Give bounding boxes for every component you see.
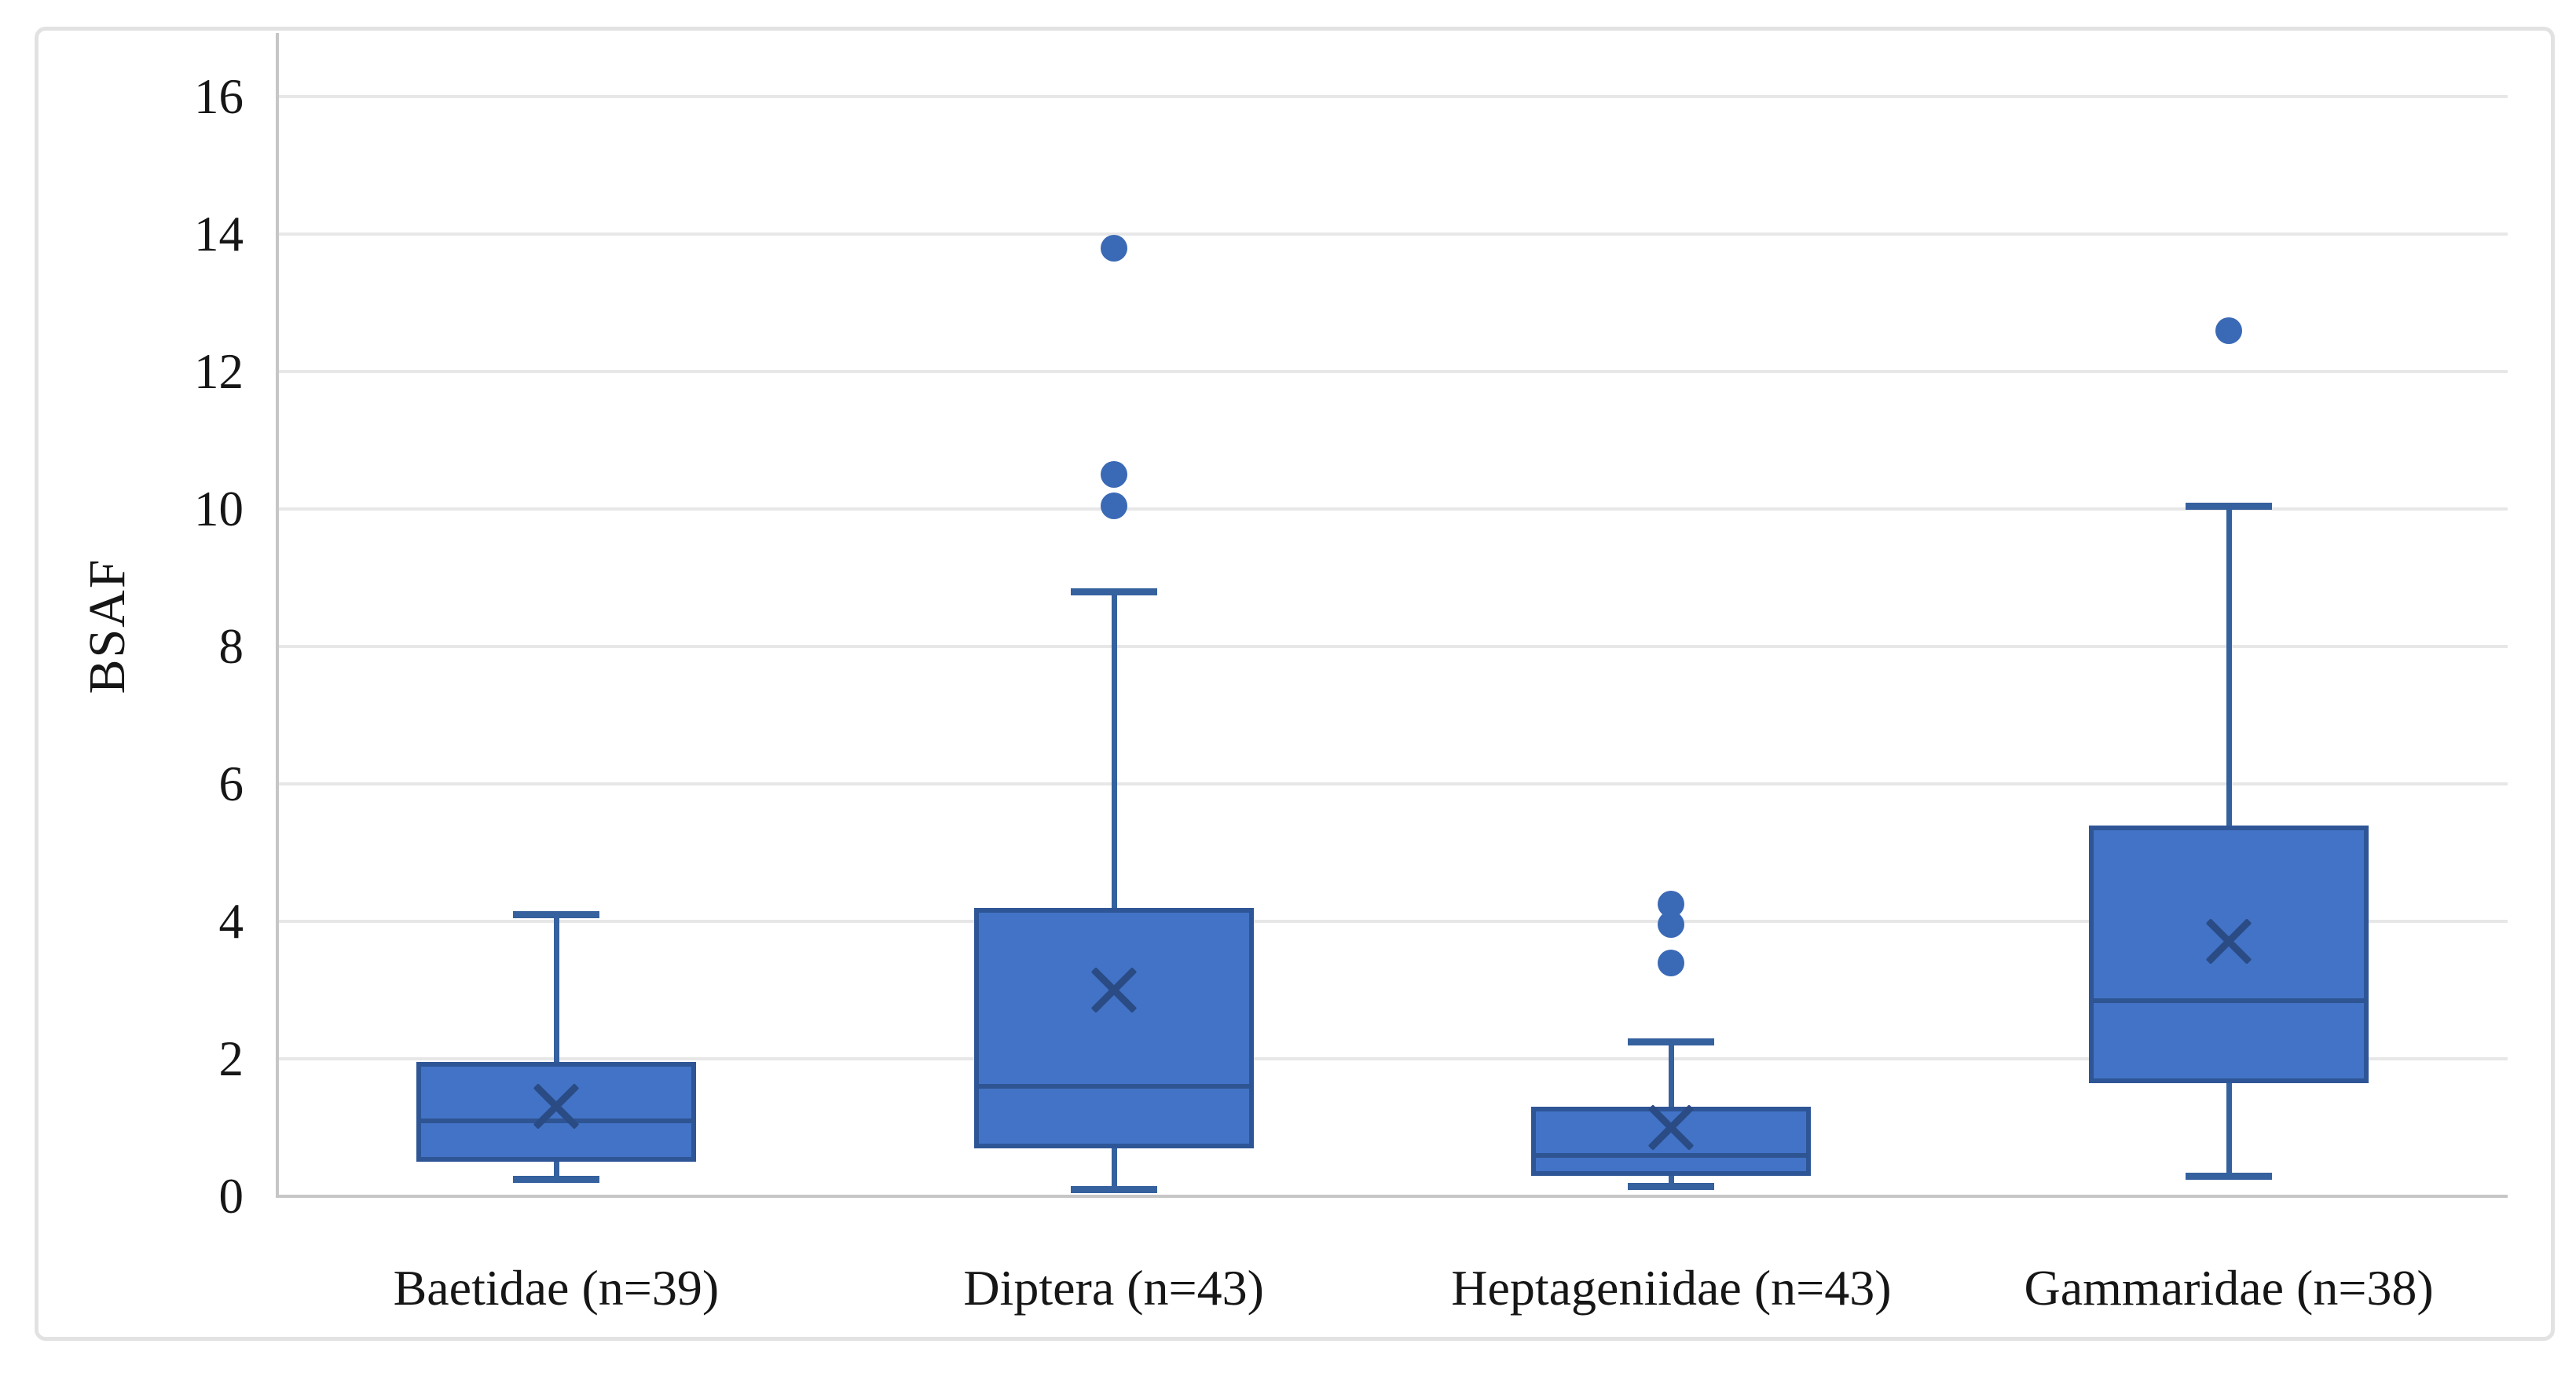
figure-border [35, 27, 2555, 1341]
gridline [277, 507, 2508, 511]
lower-whisker-cap [2186, 1172, 2273, 1180]
x-category-label: Diptera (n=43) [963, 1260, 1264, 1316]
y-tick-label: 12 [194, 344, 244, 399]
gridline [277, 645, 2508, 648]
upper-whisker-line [1669, 1042, 1675, 1108]
iqr-box [2089, 825, 2369, 1083]
y-tick-label: 14 [194, 207, 244, 262]
outlier-point [1100, 234, 1127, 262]
y-tick-label: 2 [218, 1031, 244, 1086]
y-tick-label: 16 [194, 69, 244, 124]
lower-whisker-cap [1628, 1182, 1715, 1190]
lower-whisker-line [1111, 1148, 1117, 1190]
y-tick-label: 8 [218, 619, 244, 674]
lower-whisker-cap [512, 1176, 599, 1184]
gridline [277, 95, 2508, 98]
median-line [419, 1118, 693, 1123]
y-tick-label: 6 [218, 756, 244, 811]
upper-whisker-line [1111, 591, 1117, 908]
iqr-box [973, 907, 1254, 1148]
upper-whisker-line [2226, 505, 2233, 826]
upper-whisker-cap [512, 911, 599, 919]
y-tick-label: 4 [218, 894, 244, 949]
median-line [977, 1084, 1251, 1089]
lower-whisker-line [1669, 1175, 1675, 1186]
gridline [277, 1057, 2508, 1060]
y-tick-label: 10 [194, 481, 244, 536]
iqr-box [416, 1062, 696, 1162]
x-category-label: Heptageniidae (n=43) [1451, 1260, 1892, 1316]
x-category-label: Baetidae (n=39) [393, 1260, 720, 1316]
median-line [1534, 1152, 1808, 1158]
outlier-point [1100, 461, 1127, 489]
gridline [277, 232, 2508, 236]
gridline [277, 920, 2508, 923]
iqr-box [1531, 1107, 1812, 1176]
outlier-point [1658, 949, 1685, 976]
x-category-label: Gammaridae (n=38) [2024, 1260, 2434, 1316]
outlier-point [1100, 492, 1127, 519]
lower-whisker-cap [1070, 1186, 1157, 1194]
upper-whisker-cap [2186, 502, 2273, 510]
upper-whisker-cap [1070, 588, 1157, 595]
median-line [2092, 998, 2366, 1003]
y-axis-line [276, 33, 279, 1198]
upper-whisker-cap [1628, 1038, 1715, 1046]
outlier-point [2215, 317, 2243, 344]
gridline [277, 370, 2508, 373]
x-axis-line [277, 1195, 2508, 1198]
outlier-point [1658, 891, 1685, 918]
upper-whisker-line [553, 914, 559, 1063]
gridline [277, 782, 2508, 785]
lower-whisker-line [2226, 1082, 2233, 1176]
y-tick-label: 0 [218, 1169, 244, 1224]
lower-whisker-line [553, 1162, 559, 1180]
